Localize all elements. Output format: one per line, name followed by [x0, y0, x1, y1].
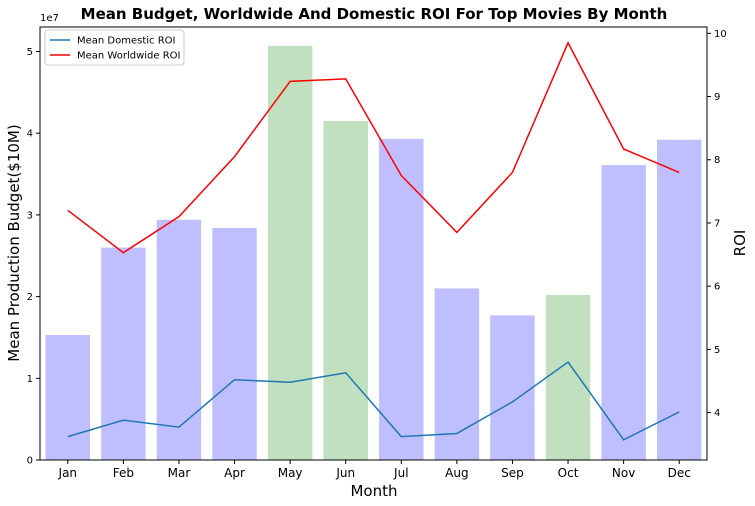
- bar-sep: [490, 315, 535, 460]
- x-tick-label: Mar: [168, 466, 191, 480]
- legend: Mean Domestic ROI Mean Worldwide ROI: [44, 29, 185, 66]
- x-axis-ticks: Jan Feb Mar Apr May Jun Jul Aug Sep Oct Nov Dec: [58, 460, 691, 480]
- bar-jul: [379, 138, 424, 460]
- lines-layer: [67, 41, 680, 441]
- y2-tick-label: 4: [714, 408, 720, 419]
- bar-feb: [101, 247, 146, 460]
- bar-dec: [656, 139, 702, 460]
- x-tick-label: Apr: [224, 466, 245, 480]
- x-tick-label: Oct: [558, 466, 579, 480]
- bar-may: [267, 45, 313, 461]
- x-tick-label: Jan: [58, 466, 78, 480]
- y-tick-label: 5: [27, 47, 33, 58]
- y2-tick-label: 10: [714, 29, 727, 40]
- y2-axis-label: ROI: [731, 230, 749, 257]
- x-tick-label: Nov: [612, 466, 635, 480]
- y-tick-label: 4: [27, 129, 33, 140]
- y2-tick-label: 8: [714, 155, 720, 166]
- y-tick-label: 3: [27, 210, 33, 221]
- x-tick-label: Jun: [335, 466, 355, 480]
- y2-tick-label: 9: [714, 92, 720, 103]
- bar-aug: [434, 288, 480, 460]
- series-line-domestic-roi: [67, 360, 680, 441]
- legend-entry-label: Mean Worldwide ROI: [77, 51, 181, 62]
- y-axis-label: Mean Production Budget($10M): [5, 124, 23, 361]
- x-tick-label: Sep: [501, 466, 524, 480]
- y-tick-label: 1: [27, 374, 33, 385]
- y2-tick-label: 7: [714, 218, 720, 229]
- y-tick-label: 0: [27, 456, 33, 467]
- x-tick-label: May: [278, 466, 303, 480]
- bar-mar: [156, 219, 202, 460]
- y2-tick-label: 6: [714, 282, 720, 293]
- plot-frame: [39, 26, 708, 461]
- bars-layer: [45, 45, 702, 461]
- x-axis-label: Month: [350, 482, 397, 500]
- bar-jan: [45, 335, 91, 460]
- y-axis-offset-label: 1e7: [40, 13, 59, 24]
- bar-jun: [323, 120, 368, 461]
- x-tick-label: Feb: [113, 466, 134, 480]
- x-tick-label: Aug: [445, 466, 468, 480]
- x-tick-label: Dec: [668, 466, 691, 480]
- legend-entry-label: Mean Domestic ROI: [77, 36, 176, 47]
- chart-title: Mean Budget, Worldwide And Domestic ROI …: [81, 5, 668, 23]
- legend-box: [44, 29, 185, 66]
- y-tick-label: 2: [27, 292, 33, 303]
- series-line-worldwide-roi: [67, 41, 680, 254]
- y-axis-ticks: 0 1 2 3 4 5: [27, 47, 40, 467]
- x-tick-label: Jul: [393, 466, 408, 480]
- bar-nov: [601, 165, 646, 460]
- y2-tick-label: 5: [714, 345, 720, 356]
- bar-oct: [545, 294, 591, 460]
- y2-axis-ticks: 4 5 6 7 8 9 10: [707, 29, 727, 419]
- bar-apr: [212, 227, 257, 460]
